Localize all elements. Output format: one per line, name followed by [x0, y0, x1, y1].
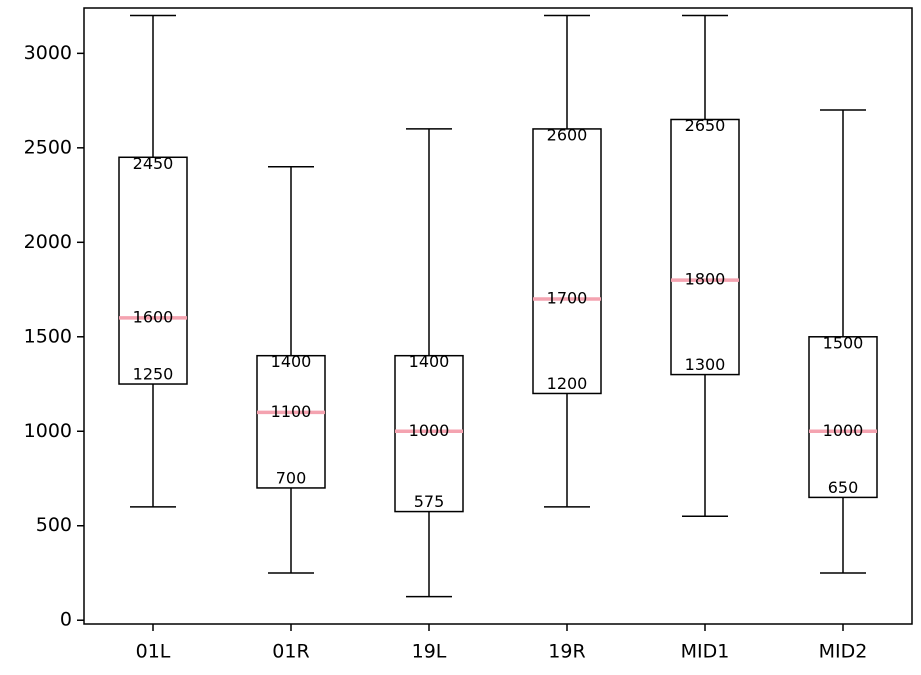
x-tick-label: 01L: [136, 641, 171, 663]
iqr-box: [670, 118, 740, 376]
iqr-box: [808, 336, 878, 499]
box-mid2: 1500 1000 650: [808, 109, 878, 574]
q3-label: 2450: [133, 154, 174, 173]
q3-label: 1400: [271, 352, 312, 371]
x-tick-label: MID2: [819, 641, 868, 663]
y-tick-label: 1500: [24, 325, 72, 347]
y-tick-label: 3000: [24, 42, 72, 64]
q1-label: 1300: [685, 355, 726, 374]
y-tick-label: 500: [36, 514, 72, 536]
median-label: 1100: [271, 402, 312, 421]
x-tick-label: 19L: [412, 641, 447, 663]
box-series: 2450 1600 1250 1400 1100 700 1400 1000 575 2600 17…: [118, 14, 878, 598]
box-mid1: 2650 1800 1300: [670, 14, 740, 518]
y-tick-label: 2500: [24, 136, 72, 158]
x-axis: 01L 01R 19L 19R MID1 MID2: [136, 624, 868, 663]
q1-label: 700: [276, 468, 307, 487]
median-label: 1600: [133, 307, 174, 326]
y-tick-label: 1000: [24, 420, 72, 442]
box-19r: 2600 1700 1200: [532, 14, 602, 508]
median-label: 1800: [685, 270, 726, 289]
x-tick-label: 19R: [548, 641, 585, 663]
x-tick-label: MID1: [681, 641, 730, 663]
iqr-box: [118, 156, 188, 385]
q3-label: 1500: [823, 333, 864, 352]
y-tick-label: 0: [60, 609, 72, 631]
box-01r: 1400 1100 700: [256, 165, 326, 574]
iqr-box: [394, 354, 464, 513]
plot-area-frame: [83, 7, 913, 625]
box-01l: 2450 1600 1250: [118, 14, 188, 508]
y-axis: 0 500 1000 1500 2000 2500 3000: [24, 42, 84, 631]
q3-label: 2650: [685, 116, 726, 135]
median-label: 1000: [409, 421, 450, 440]
q1-label: 650: [828, 478, 859, 497]
iqr-box: [256, 354, 326, 489]
box-19l: 1400 1000 575: [394, 128, 464, 598]
q3-label: 2600: [547, 125, 588, 144]
x-tick-label: 01R: [272, 641, 309, 663]
q3-label: 1400: [409, 352, 450, 371]
median-label: 1700: [547, 288, 588, 307]
q1-label: 575: [414, 492, 445, 511]
q1-label: 1200: [547, 374, 588, 393]
q1-label: 1250: [133, 365, 174, 384]
y-tick-label: 2000: [24, 231, 72, 253]
median-label: 1000: [823, 421, 864, 440]
iqr-box: [532, 128, 602, 395]
